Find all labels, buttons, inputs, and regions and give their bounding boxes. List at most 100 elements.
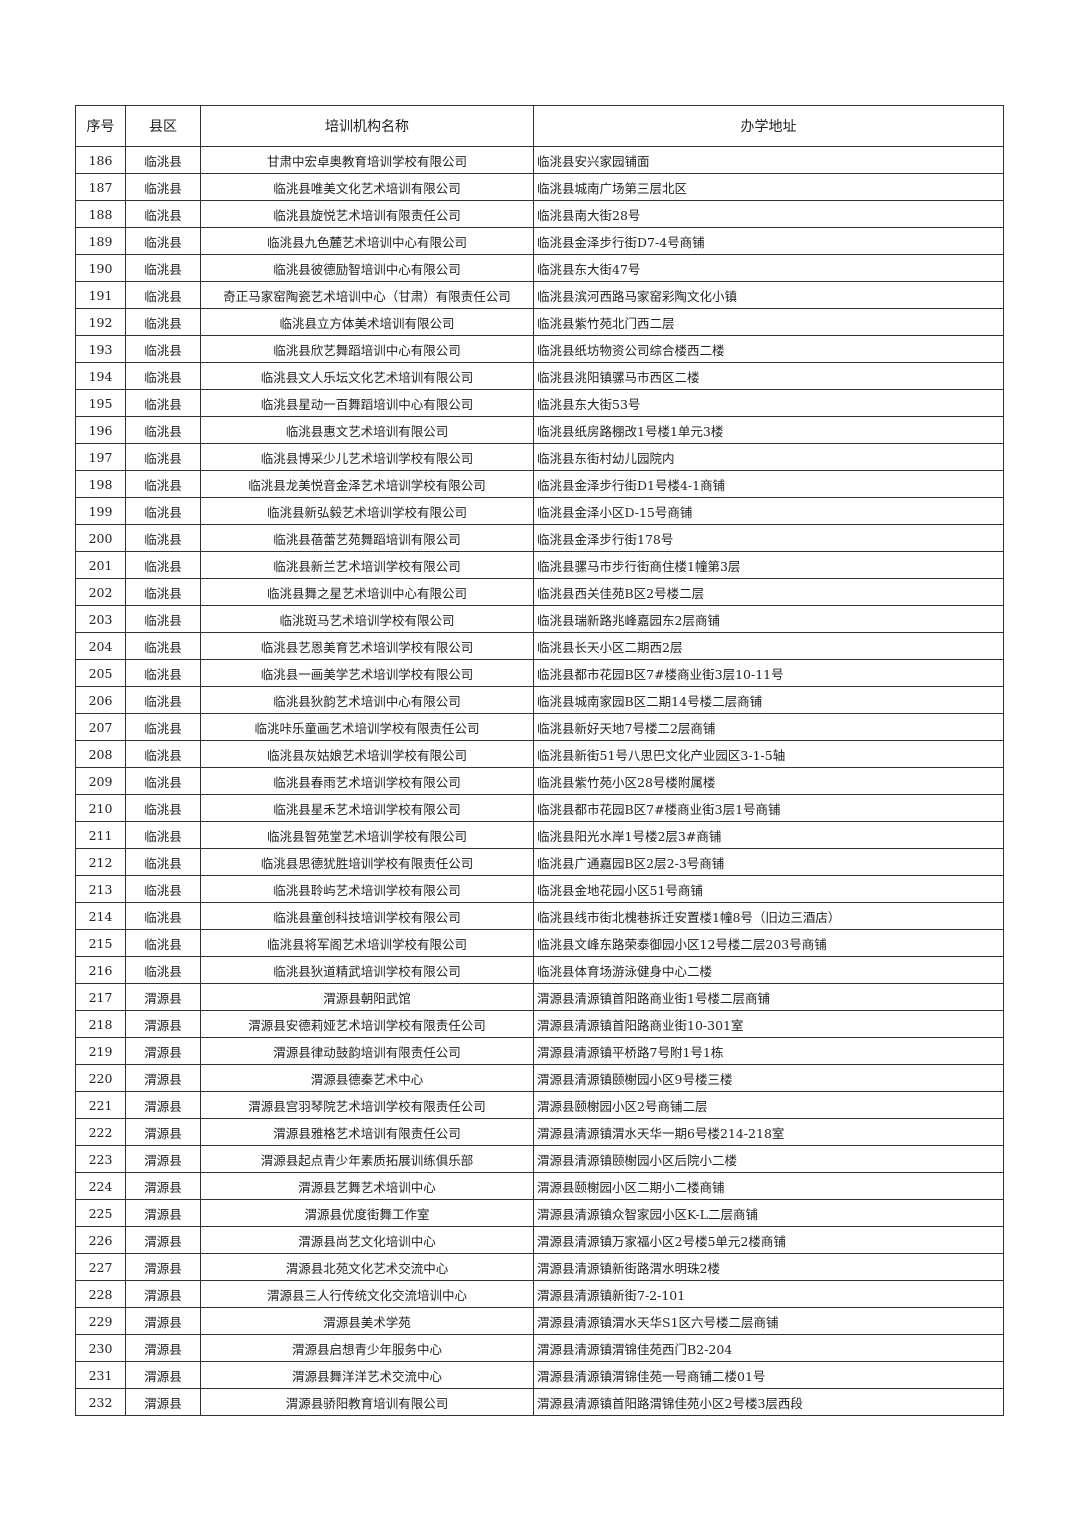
row-institution-name: 临洮县彼德励智培训中心有限公司 [200, 254, 534, 282]
row-institution-name: 渭源县尚艺文化培训中心 [200, 1226, 534, 1254]
row-county: 临洮县 [125, 362, 201, 390]
row-county: 临洮县 [125, 659, 201, 687]
row-county: 渭源县 [125, 983, 201, 1011]
row-index: 193 [75, 335, 126, 363]
row-institution-name: 临洮县狄韵艺术培训中心有限公司 [200, 686, 534, 714]
row-index: 209 [75, 767, 126, 795]
row-address: 渭源县颐榭园小区2号商铺二层 [533, 1091, 1004, 1119]
table-row: 189 临洮县 临洮县九色麓艺术培训中心有限公司 临洮县金泽步行街D7-4号商铺 [75, 227, 1004, 255]
row-index: 225 [75, 1199, 126, 1227]
row-county: 临洮县 [125, 956, 201, 984]
row-county: 临洮县 [125, 794, 201, 822]
row-institution-name: 临洮县童创科技培训学校有限公司 [200, 902, 534, 930]
row-county: 渭源县 [125, 1199, 201, 1227]
row-county: 渭源县 [125, 1253, 201, 1281]
row-county: 临洮县 [125, 740, 201, 768]
row-index: 214 [75, 902, 126, 930]
row-institution-name: 临洮县惠文艺术培训有限公司 [200, 416, 534, 444]
row-county: 临洮县 [125, 443, 201, 471]
table-row: 207 临洮县 临洮咔乐童画艺术培训学校有限责任公司 临洮县新好天地7号楼二2层商铺 [75, 713, 1004, 741]
row-address: 渭源县清源镇颐榭园小区后院小二楼 [533, 1145, 1004, 1173]
row-institution-name: 渭源县舞洋洋艺术交流中心 [200, 1361, 534, 1389]
row-index: 208 [75, 740, 126, 768]
row-address: 临洮县金泽步行街D7-4号商铺 [533, 227, 1004, 255]
table-row: 187 临洮县 临洮县唯美文化艺术培训有限公司 临洮县城南广场第三层北区 [75, 173, 1004, 201]
row-county: 临洮县 [125, 605, 201, 633]
row-index: 223 [75, 1145, 126, 1173]
table-row: 208 临洮县 临洮县灰姑娘艺术培训学校有限公司 临洮县新街51号八思巴文化产业园区3… [75, 740, 1004, 768]
row-county: 临洮县 [125, 335, 201, 363]
table-row: 204 临洮县 临洮县艺恩美育艺术培训学校有限公司 临洮县长天小区二期西2层 [75, 632, 1004, 660]
row-county: 临洮县 [125, 146, 201, 174]
row-institution-name: 临洮县思德犹胜培训学校有限责任公司 [200, 848, 534, 876]
table-row: 218 渭源县 渭源县安德莉娅艺术培训学校有限责任公司 渭源县清源镇首阳路商业街10-… [75, 1010, 1004, 1038]
table-row: 186 临洮县 甘肃中宏卓奥教育培训学校有限公司 临洮县安兴家园铺面 [75, 146, 1004, 174]
row-county: 临洮县 [125, 254, 201, 282]
row-index: 203 [75, 605, 126, 633]
row-address: 临洮县线市街北槐巷拆迁安置楼1幢8号（旧边三酒店） [533, 902, 1004, 930]
row-index: 226 [75, 1226, 126, 1254]
row-index: 210 [75, 794, 126, 822]
row-index: 216 [75, 956, 126, 984]
row-address: 临洮县金地花园小区51号商铺 [533, 875, 1004, 903]
row-county: 临洮县 [125, 389, 201, 417]
table-row: 200 临洮县 临洮县蓓蕾艺苑舞蹈培训有限公司 临洮县金泽步行街178号 [75, 524, 1004, 552]
table-row: 214 临洮县 临洮县童创科技培训学校有限公司 临洮县线市街北槐巷拆迁安置楼1幢8号（… [75, 902, 1004, 930]
table-row: 220 渭源县 渭源县德秦艺术中心 渭源县清源镇颐榭园小区9号楼三楼 [75, 1064, 1004, 1092]
row-institution-name: 临洮县一画美学艺术培训学校有限公司 [200, 659, 534, 687]
table-row: 199 临洮县 临洮县新弘毅艺术培训学校有限公司 临洮县金泽小区D-15号商铺 [75, 497, 1004, 525]
row-institution-name: 临洮县唯美文化艺术培训有限公司 [200, 173, 534, 201]
row-address: 临洮县纸坊物资公司综合楼西二楼 [533, 335, 1004, 363]
row-institution-name: 临洮县立方体美术培训有限公司 [200, 308, 534, 336]
row-institution-name: 临洮县艺恩美育艺术培训学校有限公司 [200, 632, 534, 660]
row-index: 197 [75, 443, 126, 471]
row-address: 临洮县城南广场第三层北区 [533, 173, 1004, 201]
row-address: 临洮县洮阳镇骡马市西区二楼 [533, 362, 1004, 390]
row-index: 222 [75, 1118, 126, 1146]
row-address: 临洮县都市花园B区7#楼商业街3层10-11号 [533, 659, 1004, 687]
table-row: 223 渭源县 渭源县起点青少年素质拓展训练俱乐部 渭源县清源镇颐榭园小区后院小二楼 [75, 1145, 1004, 1173]
row-institution-name: 渭源县宫羽琴院艺术培训学校有限责任公司 [200, 1091, 534, 1119]
row-index: 218 [75, 1010, 126, 1038]
table-row: 225 渭源县 渭源县优度街舞工作室 渭源县清源镇众智家园小区K-L二层商铺 [75, 1199, 1004, 1227]
row-address: 临洮县安兴家园铺面 [533, 146, 1004, 174]
table-row: 210 临洮县 临洮县星禾艺术培训学校有限公司 临洮县都市花园B区7#楼商业街3层1号… [75, 794, 1004, 822]
row-county: 渭源县 [125, 1010, 201, 1038]
row-county: 临洮县 [125, 173, 201, 201]
row-institution-name: 渭源县艺舞艺术培训中心 [200, 1172, 534, 1200]
row-county: 临洮县 [125, 767, 201, 795]
row-institution-name: 渭源县启想青少年服务中心 [200, 1334, 534, 1362]
row-institution-name: 临洮县狄道精武培训学校有限公司 [200, 956, 534, 984]
row-address: 渭源县清源镇新街7-2-101 [533, 1280, 1004, 1308]
table-row: 190 临洮县 临洮县彼德励智培训中心有限公司 临洮县东大街47号 [75, 254, 1004, 282]
table-row: 224 渭源县 渭源县艺舞艺术培训中心 渭源县颐榭园小区二期小二楼商铺 [75, 1172, 1004, 1200]
row-address: 渭源县清源镇平桥路7号附1号1栋 [533, 1037, 1004, 1065]
row-address: 渭源县清源镇首阳路商业街10-301室 [533, 1010, 1004, 1038]
row-county: 临洮县 [125, 875, 201, 903]
row-institution-name: 甘肃中宏卓奥教育培训学校有限公司 [200, 146, 534, 174]
header-address: 办学地址 [533, 105, 1004, 147]
row-address: 渭源县清源镇渭水天华S1区六号楼二层商铺 [533, 1307, 1004, 1335]
row-county: 临洮县 [125, 578, 201, 606]
row-institution-name: 临洮县舞之星艺术培训中心有限公司 [200, 578, 534, 606]
row-index: 229 [75, 1307, 126, 1335]
table-row: 209 临洮县 临洮县春雨艺术培训学校有限公司 临洮县紫竹苑小区28号楼附属楼 [75, 767, 1004, 795]
row-county: 临洮县 [125, 281, 201, 309]
row-county: 渭源县 [125, 1172, 201, 1200]
row-institution-name: 渭源县雅格艺术培训有限责任公司 [200, 1118, 534, 1146]
row-county: 渭源县 [125, 1091, 201, 1119]
row-institution-name: 渭源县美术学苑 [200, 1307, 534, 1335]
row-index: 187 [75, 173, 126, 201]
table-row: 226 渭源县 渭源县尚艺文化培训中心 渭源县清源镇万家福小区2号楼5单元2楼商铺 [75, 1226, 1004, 1254]
row-index: 221 [75, 1091, 126, 1119]
row-address: 渭源县清源镇渭锦佳苑西门B2-204 [533, 1334, 1004, 1362]
row-address: 渭源县颐榭园小区二期小二楼商铺 [533, 1172, 1004, 1200]
row-county: 临洮县 [125, 497, 201, 525]
table-row: 203 临洮县 临洮斑马艺术培训学校有限公司 临洮县瑞新路兆峰嘉园东2层商铺 [75, 605, 1004, 633]
row-address: 临洮县阳光水岸1号楼2层3#商铺 [533, 821, 1004, 849]
row-index: 227 [75, 1253, 126, 1281]
row-index: 206 [75, 686, 126, 714]
row-address: 临洮县文峰东路荣泰御园小区12号楼二层203号商铺 [533, 929, 1004, 957]
table-row: 201 临洮县 临洮县新兰艺术培训学校有限公司 临洮县骡马市步行街商住楼1幢第3层 [75, 551, 1004, 579]
row-address: 临洮县新好天地7号楼二2层商铺 [533, 713, 1004, 741]
